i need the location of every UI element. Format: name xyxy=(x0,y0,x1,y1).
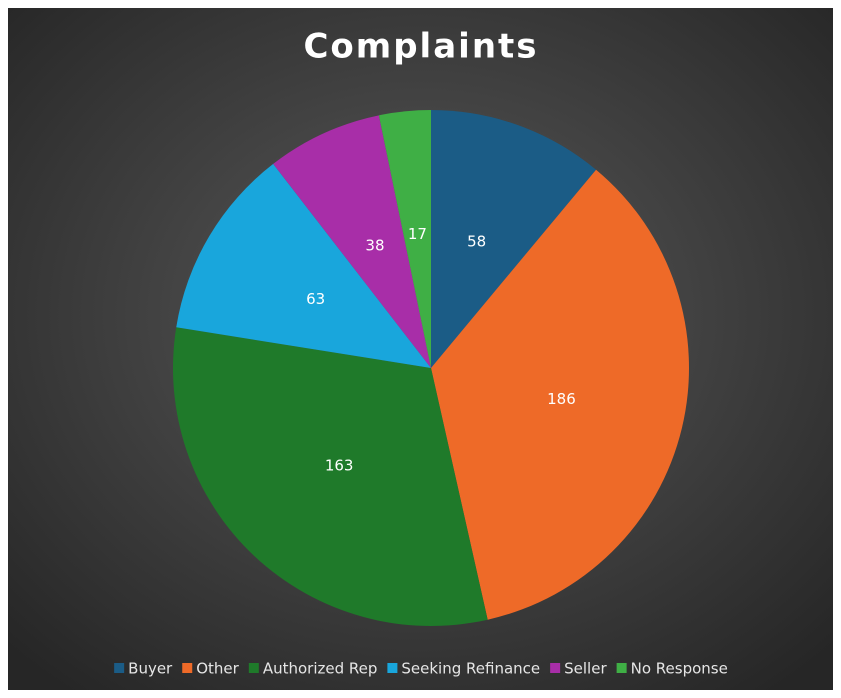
pie-slice xyxy=(431,169,689,620)
legend-label: Seeking Refinance xyxy=(401,660,540,678)
pie-slice xyxy=(378,110,431,368)
data-label: 63 xyxy=(306,290,325,308)
legend-swatch xyxy=(182,663,193,673)
legend-label: Other xyxy=(196,660,239,678)
data-label: 186 xyxy=(547,390,576,408)
legend-swatch xyxy=(114,663,125,673)
legend-label: Authorized Rep xyxy=(263,660,378,678)
data-label: 163 xyxy=(325,456,354,474)
legend-swatch xyxy=(616,663,627,673)
legend-label: Buyer xyxy=(128,660,173,678)
legend-label: Seller xyxy=(564,660,607,678)
data-label: 17 xyxy=(408,225,427,243)
pie-slice xyxy=(431,110,597,368)
pie: 58 186 163 63 38 17 xyxy=(173,110,689,626)
pie-slice xyxy=(273,115,431,369)
legend-swatch xyxy=(248,663,259,673)
pie-slice xyxy=(176,163,431,368)
data-label: 58 xyxy=(467,232,486,250)
pie-slice xyxy=(173,327,488,626)
legend-swatch xyxy=(550,663,561,673)
legend: Buyer Other Authorized Rep Seeking Refinanc… xyxy=(114,660,728,678)
legend-label: No Response xyxy=(631,660,728,678)
data-label: 38 xyxy=(365,237,384,255)
legend-swatch xyxy=(387,663,398,673)
chart-title: Complaints xyxy=(303,27,538,67)
